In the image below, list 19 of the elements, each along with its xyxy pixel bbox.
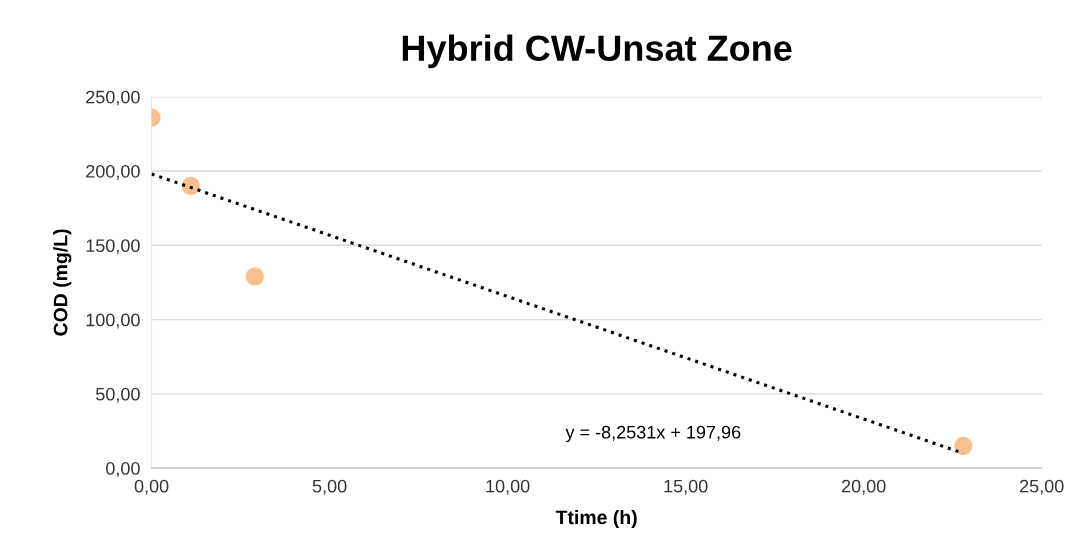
- y-tick-label: 200,00: [86, 164, 140, 180]
- point: [181, 176, 200, 195]
- chart-title: Hybrid CW-Unsat Zone: [402, 34, 792, 69]
- y-tick-label: 0,00: [106, 462, 140, 477]
- x-tick-label: 0,00: [134, 479, 169, 495]
- annotation: y = -8,2531x + 197,96: [565, 425, 741, 443]
- point: [245, 267, 264, 286]
- x-tick-label: 15,00: [664, 479, 708, 495]
- y-tick-label: 50,00: [96, 387, 140, 403]
- x-tick-label: 5,00: [312, 479, 347, 495]
- y-tick-label: 150,00: [86, 239, 140, 255]
- x-tick-label: 25,00: [1019, 479, 1064, 495]
- y-tick-label: 250,00: [86, 90, 140, 106]
- x-axis-title: Ttime (h): [555, 509, 637, 529]
- x-tick-label: 20,00: [841, 479, 886, 495]
- y-tick-label: 100,00: [86, 313, 140, 329]
- y-axis-title: COD (mg/L): [53, 229, 72, 336]
- point: [954, 436, 973, 455]
- x-tick-label: 10,00: [486, 479, 530, 495]
